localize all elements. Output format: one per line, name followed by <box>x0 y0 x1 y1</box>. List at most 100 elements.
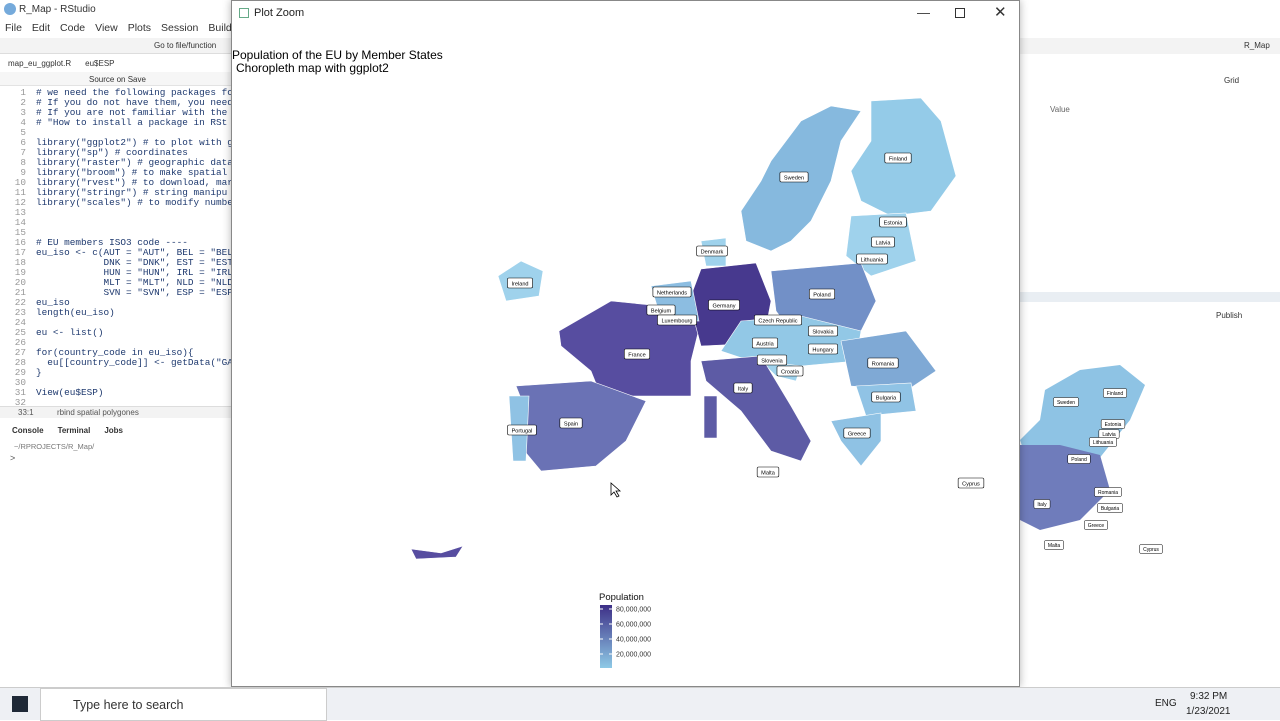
console-tab[interactable]: Console <box>12 426 44 435</box>
country-label: Czech Republic <box>754 314 802 326</box>
country-label: Poland <box>808 288 836 300</box>
publish[interactable]: Publish <box>1216 311 1243 320</box>
country-label: Slovenia <box>756 354 788 366</box>
country-shape <box>700 355 812 462</box>
code-line: 21 SVN = "SVN", ESP = "ESP <box>0 288 231 298</box>
code-line: 11 library("stringr") # string manipu <box>0 188 231 198</box>
env-grid[interactable]: Grid <box>1224 76 1240 85</box>
country-label: Portugal <box>507 424 537 436</box>
country-name: Spain <box>564 421 578 427</box>
code-line: 25 eu <- list() <box>0 328 231 338</box>
country-label: Ireland <box>507 277 533 289</box>
mini-label-box <box>1084 520 1108 530</box>
menu-item[interactable]: File <box>5 22 22 34</box>
code-line: 3 # If you are not familiar with the <box>0 108 231 118</box>
mini-label: Sweden <box>1057 400 1075 406</box>
code-line: 29} <box>0 368 231 378</box>
mini-label-box <box>1067 454 1091 464</box>
country-shape <box>830 412 882 467</box>
plot-subtitle: Choropleth map with ggplot2 <box>236 61 389 75</box>
code-line: 13 <box>0 208 231 218</box>
country-label: Italy <box>733 382 753 394</box>
code-text: library("stringr") # string manipu <box>36 187 228 198</box>
label-box <box>808 343 838 355</box>
minimize[interactable]: — <box>917 5 930 20</box>
code-line: 8 library("raster") # geographic data <box>0 158 231 168</box>
line-number: 2 <box>20 97 26 108</box>
taskbar: Type here to search ENG 9:32 PM 1/23/202… <box>0 687 1280 721</box>
country-label: Croatia <box>776 365 804 377</box>
label-box <box>808 325 838 337</box>
country-name: Romania <box>872 361 895 367</box>
menu-item[interactable]: Code <box>60 22 86 34</box>
code-line: 6 library("ggplot2") # to plot with g <box>0 138 231 148</box>
country-name: Austria <box>756 341 774 347</box>
code-line: 10 library("rvest") # to download, mar <box>0 178 231 188</box>
label-box <box>779 171 809 183</box>
search-box[interactable]: Type here to search <box>40 688 327 721</box>
label-box <box>652 286 692 298</box>
menu-item[interactable]: Build <box>208 22 232 34</box>
country-name: Luxembourg <box>661 318 692 324</box>
map: Finland Sweden Estonia Latvia Lithuania Denma… <box>410 97 985 668</box>
editor-toolbar: Source on Save <box>0 72 231 86</box>
language[interactable]: ENG <box>1155 698 1177 709</box>
code-text: # EU members ISO3 code ---- <box>36 237 188 248</box>
mini-label-box <box>1053 397 1079 407</box>
country-label: Denmark <box>696 245 728 257</box>
goto-file[interactable]: Go to file/function <box>154 41 217 50</box>
label-box <box>808 288 836 300</box>
line-number: 10 <box>14 177 26 188</box>
code-text: library("broom") # to make spatial <box>36 167 228 178</box>
close[interactable]: ✕ <box>994 4 1007 21</box>
menu-item[interactable]: Session <box>161 22 199 34</box>
code-text: library("scales") # to modify numbe <box>36 197 231 208</box>
source-on-save[interactable]: Source on Save <box>89 75 146 84</box>
line-number: 22 <box>14 297 26 308</box>
code-text: library("rvest") # to download, mar <box>36 177 231 188</box>
line-number: 13 <box>14 207 26 218</box>
line-number: 26 <box>14 337 26 348</box>
mini-label-box <box>1103 388 1127 398</box>
start-button[interactable] <box>12 696 28 712</box>
country-label: Hungary <box>808 343 838 355</box>
country-name: Finland <box>889 156 907 162</box>
editor-tab[interactable]: map_eu_ggplot.R <box>8 59 72 68</box>
maximize[interactable] <box>955 8 965 18</box>
plot-zoom-window: Plot Zoom — ✕ Population of the EU by Me… <box>231 0 1020 687</box>
country-label: Romania <box>867 357 899 369</box>
country-label: Bulgaria <box>871 391 901 403</box>
clock-time[interactable]: 9:32 PM <box>1190 691 1228 702</box>
console-tab[interactable]: Terminal <box>57 426 91 435</box>
window-title: Plot Zoom <box>254 7 305 19</box>
code-text: eu <- list() <box>36 327 104 338</box>
menu-item[interactable]: View <box>95 22 118 34</box>
mini-label: Estonia <box>1105 422 1122 428</box>
line-number: 6 <box>20 137 26 148</box>
menu-item[interactable]: Edit <box>31 22 51 34</box>
editor-tab[interactable]: eu$ESP <box>85 59 115 68</box>
line-number: 28 <box>14 357 26 368</box>
line-number: 8 <box>20 157 26 168</box>
code-editor[interactable]: 1 # we need the following packages fo 2 # I… <box>0 88 231 406</box>
country-name: Germany <box>712 303 735 309</box>
search-placeholder: Type here to search <box>73 698 184 712</box>
label-box <box>559 417 583 429</box>
line-number: 30 <box>14 377 26 388</box>
project-name[interactable]: R_Map <box>1244 41 1270 50</box>
legend-tick-label: 40,000,000 <box>616 637 651 644</box>
mini-label-box <box>1100 419 1126 429</box>
code-line: 4 # "How to install a package in RSt <box>0 118 231 128</box>
code-line: 32 <box>0 398 231 407</box>
label-box <box>856 253 888 265</box>
clock-date[interactable]: 1/23/2021 <box>1186 706 1231 717</box>
menu-item[interactable]: Plots <box>127 22 152 34</box>
code-text: library("raster") # geographic data <box>36 157 231 168</box>
country-name: Denmark <box>701 249 724 255</box>
console-tab[interactable]: Jobs <box>104 426 123 435</box>
label-box <box>884 152 912 164</box>
mini-label-box <box>1094 487 1122 497</box>
label-box <box>733 382 753 394</box>
menu-bar: File Edit Code View Plots Session Build <box>5 22 232 36</box>
